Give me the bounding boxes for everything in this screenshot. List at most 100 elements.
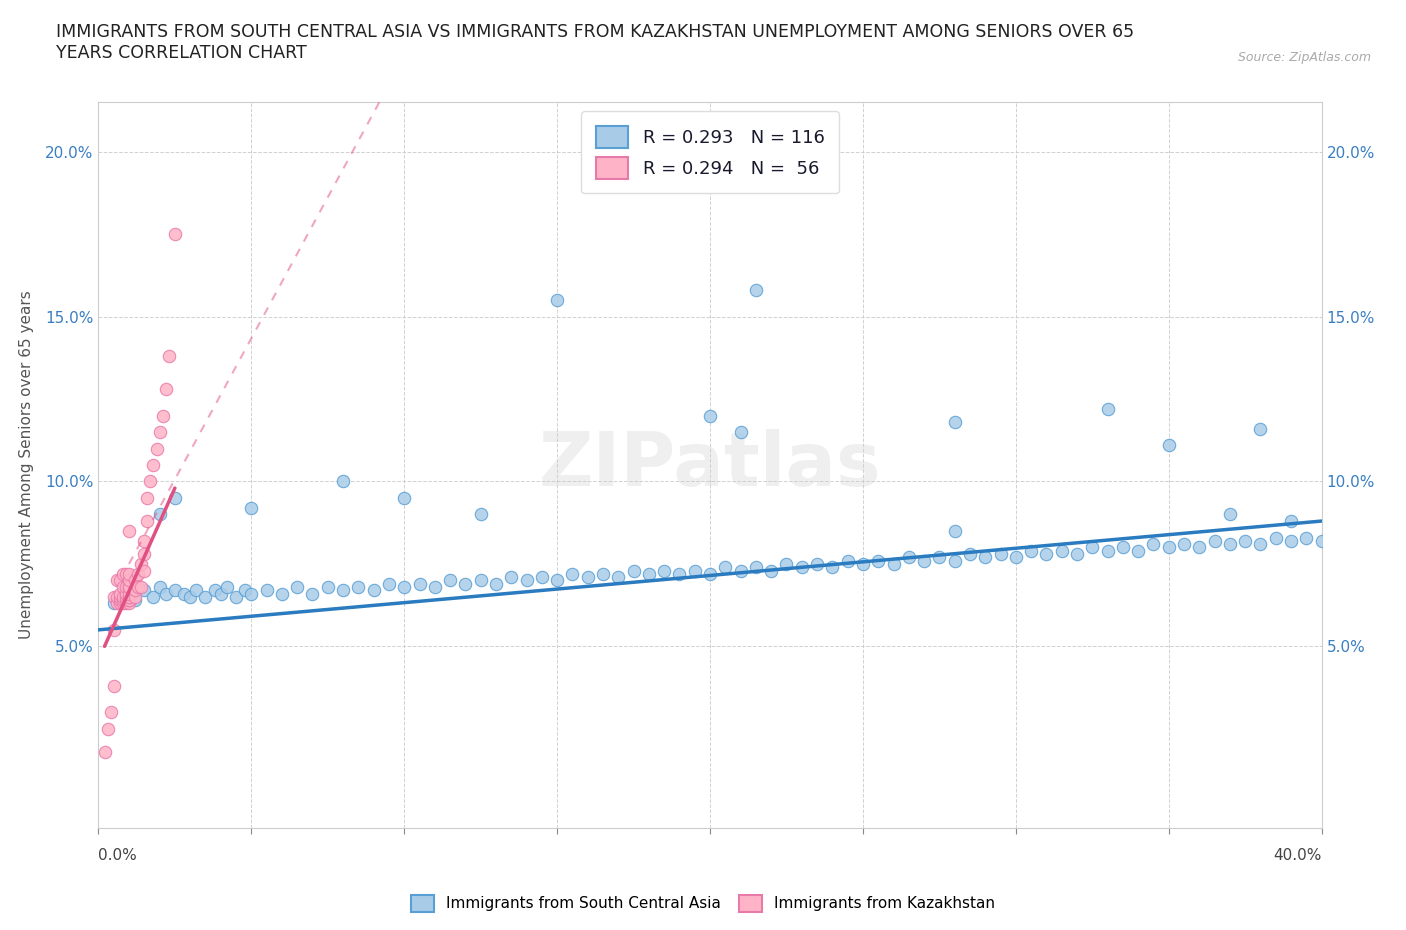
Point bbox=[134, 583, 156, 598]
Point bbox=[1264, 530, 1286, 545]
Point bbox=[149, 507, 172, 522]
Point bbox=[745, 560, 768, 575]
Point bbox=[1097, 402, 1119, 417]
Point bbox=[115, 592, 138, 607]
Point bbox=[118, 566, 141, 581]
Point bbox=[100, 705, 122, 720]
Point bbox=[118, 592, 141, 607]
Point bbox=[759, 563, 782, 578]
Point bbox=[1035, 547, 1057, 562]
Point bbox=[225, 590, 247, 604]
Point bbox=[240, 586, 263, 601]
Text: 40.0%: 40.0% bbox=[1274, 848, 1322, 863]
Point bbox=[1204, 534, 1226, 549]
Point bbox=[470, 573, 492, 588]
Point bbox=[516, 573, 538, 588]
Point bbox=[714, 560, 737, 575]
Point bbox=[454, 577, 477, 591]
Point bbox=[623, 563, 645, 578]
Point bbox=[592, 566, 614, 581]
Point bbox=[127, 579, 149, 594]
Point bbox=[652, 563, 675, 578]
Point bbox=[392, 579, 416, 594]
Point bbox=[124, 592, 146, 607]
Point bbox=[1097, 543, 1119, 558]
Point bbox=[118, 579, 141, 594]
Point bbox=[1112, 540, 1135, 555]
Point bbox=[607, 570, 630, 585]
Point bbox=[1173, 537, 1195, 551]
Point bbox=[124, 583, 146, 598]
Point bbox=[186, 583, 208, 598]
Point bbox=[637, 566, 661, 581]
Point bbox=[118, 596, 141, 611]
Point bbox=[142, 458, 165, 472]
Point bbox=[118, 586, 141, 601]
Point bbox=[93, 744, 115, 759]
Point bbox=[668, 566, 690, 581]
Text: Source: ZipAtlas.com: Source: ZipAtlas.com bbox=[1237, 51, 1371, 64]
Point bbox=[103, 590, 125, 604]
Point bbox=[209, 586, 232, 601]
Point bbox=[173, 586, 195, 601]
Point bbox=[134, 547, 156, 562]
Point bbox=[111, 579, 134, 594]
Legend: Immigrants from South Central Asia, Immigrants from Kazakhstan: Immigrants from South Central Asia, Immi… bbox=[405, 889, 1001, 918]
Point bbox=[115, 596, 138, 611]
Point bbox=[108, 590, 131, 604]
Point bbox=[142, 590, 165, 604]
Point bbox=[576, 570, 599, 585]
Point bbox=[111, 566, 134, 581]
Point bbox=[959, 547, 981, 562]
Point bbox=[347, 579, 370, 594]
Point bbox=[332, 474, 354, 489]
Point bbox=[745, 283, 768, 298]
Point bbox=[108, 592, 131, 607]
Point bbox=[139, 474, 162, 489]
Point bbox=[118, 590, 141, 604]
Point bbox=[215, 579, 238, 594]
Point bbox=[129, 556, 152, 571]
Point bbox=[194, 590, 217, 604]
Point bbox=[1219, 507, 1241, 522]
Point bbox=[332, 583, 354, 598]
Point bbox=[546, 293, 568, 308]
Point bbox=[115, 579, 138, 594]
Point bbox=[157, 349, 180, 364]
Point bbox=[136, 513, 159, 528]
Point bbox=[163, 583, 186, 598]
Point bbox=[897, 550, 920, 565]
Point bbox=[108, 586, 131, 601]
Point bbox=[730, 425, 752, 440]
Point bbox=[943, 553, 966, 568]
Point bbox=[103, 596, 125, 611]
Point bbox=[118, 592, 141, 607]
Point bbox=[155, 586, 177, 601]
Point bbox=[501, 570, 523, 585]
Legend: R = 0.293   N = 116, R = 0.294   N =  56: R = 0.293 N = 116, R = 0.294 N = 56 bbox=[581, 112, 839, 193]
Point bbox=[105, 573, 128, 588]
Point bbox=[115, 590, 138, 604]
Point bbox=[1050, 543, 1073, 558]
Point bbox=[852, 556, 875, 571]
Point bbox=[363, 583, 385, 598]
Point bbox=[943, 524, 966, 538]
Point bbox=[108, 596, 131, 611]
Point bbox=[530, 570, 553, 585]
Point bbox=[103, 679, 125, 694]
Text: IMMIGRANTS FROM SOUTH CENTRAL ASIA VS IMMIGRANTS FROM KAZAKHSTAN UNEMPLOYMENT AM: IMMIGRANTS FROM SOUTH CENTRAL ASIA VS IM… bbox=[56, 23, 1135, 62]
Point bbox=[1128, 543, 1150, 558]
Point bbox=[1081, 540, 1104, 555]
Point bbox=[423, 579, 446, 594]
Point bbox=[378, 577, 401, 591]
Point bbox=[118, 590, 141, 604]
Point bbox=[179, 590, 201, 604]
Point bbox=[301, 586, 323, 601]
Point bbox=[204, 583, 226, 598]
Point bbox=[821, 560, 844, 575]
Point bbox=[470, 507, 492, 522]
Point bbox=[561, 566, 583, 581]
Point bbox=[149, 579, 172, 594]
Point bbox=[392, 490, 416, 505]
Point bbox=[1295, 530, 1317, 545]
